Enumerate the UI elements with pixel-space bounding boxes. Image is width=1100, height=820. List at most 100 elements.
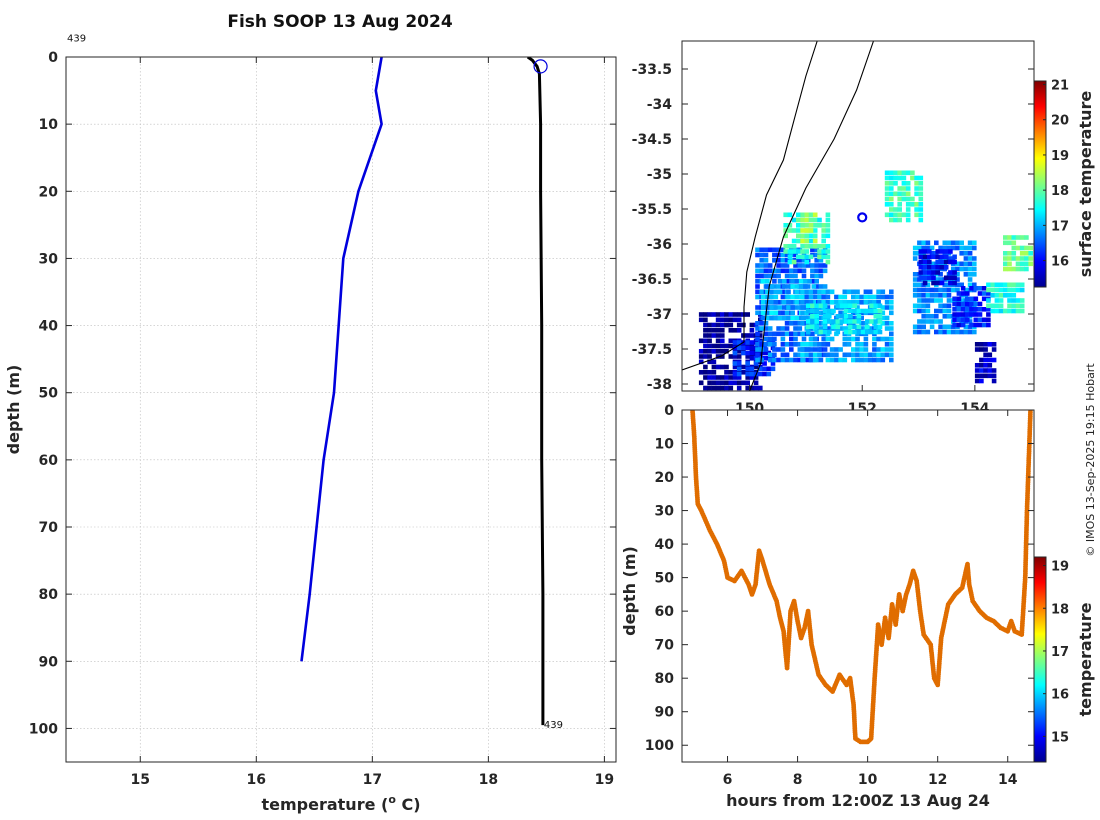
map-sst-cell bbox=[967, 277, 973, 282]
map-sst-cell bbox=[762, 361, 767, 366]
map-sst-cell bbox=[965, 312, 970, 317]
map-sst-cell bbox=[856, 319, 862, 324]
map-sst-cell bbox=[860, 308, 866, 314]
map-sst-cell bbox=[762, 350, 767, 356]
map-sst-cell bbox=[741, 380, 746, 386]
map-sst-cell bbox=[817, 321, 822, 326]
map-sst-cell bbox=[834, 352, 839, 358]
map-sst-cell bbox=[758, 366, 763, 372]
map-sst-cell bbox=[917, 293, 922, 298]
map-sst-cell bbox=[791, 244, 797, 249]
map-sst-cell bbox=[804, 342, 810, 347]
map-sst-cell bbox=[835, 329, 841, 335]
map-sst-cell bbox=[772, 336, 777, 342]
profile-xtick-label: 19 bbox=[595, 772, 614, 788]
map-sst-cell bbox=[917, 308, 922, 314]
map-colorbar-tick-label: 18 bbox=[1051, 184, 1069, 199]
map-sst-cell bbox=[938, 324, 943, 330]
map-sst-cell bbox=[707, 333, 712, 338]
map-sst-cell bbox=[921, 319, 926, 324]
map-sst-cell bbox=[990, 293, 995, 298]
map-sst-cell bbox=[804, 352, 810, 358]
map-sst-cell bbox=[804, 223, 810, 228]
map-sst-cell bbox=[763, 247, 769, 253]
map-sst-cell bbox=[817, 254, 822, 260]
map-sst-cell bbox=[784, 252, 790, 258]
map-colorbar-tick-label: 20 bbox=[1051, 114, 1069, 129]
map-colorbar-tick-label: 16 bbox=[1051, 255, 1069, 270]
map-sst-cell bbox=[801, 258, 807, 263]
map-sst-cell bbox=[800, 331, 805, 337]
map-sst-cell bbox=[793, 305, 798, 310]
map-sst-cell bbox=[838, 347, 843, 352]
map-sst-cell bbox=[791, 228, 797, 233]
ts-colorbar-tick-label: 15 bbox=[1051, 730, 1069, 745]
map-sst-cell bbox=[797, 321, 803, 326]
map-sst-cell bbox=[889, 186, 894, 191]
map-sst-cell bbox=[787, 223, 793, 228]
map-sst-cell bbox=[762, 356, 767, 361]
map-sst-cell bbox=[773, 305, 779, 310]
map-sst-cell bbox=[763, 326, 769, 331]
map-sst-cell bbox=[698, 349, 704, 354]
map-sst-cell bbox=[981, 286, 987, 291]
map-sst-cell bbox=[794, 315, 800, 321]
map-sst-cell bbox=[1015, 256, 1021, 261]
map-sst-cell bbox=[934, 287, 939, 293]
map-sst-cell bbox=[959, 329, 964, 335]
map-sst-cell bbox=[983, 347, 988, 352]
map-sst-cell bbox=[1011, 282, 1017, 288]
map-sst-cell bbox=[979, 363, 984, 368]
map-sst-cell bbox=[817, 342, 822, 347]
map-sst-cell bbox=[767, 247, 773, 253]
map-sst-cell bbox=[808, 357, 814, 363]
map-sst-cell bbox=[755, 331, 760, 337]
map-sst-cell bbox=[994, 303, 1000, 309]
map-sst-cell bbox=[805, 324, 811, 330]
map-sst-cell bbox=[728, 317, 734, 323]
profile-axes-bg bbox=[66, 57, 616, 762]
map-sst-cell bbox=[859, 357, 864, 363]
map-sst-cell bbox=[789, 331, 794, 337]
map-sst-cell bbox=[872, 294, 877, 300]
map-sst-cell bbox=[910, 202, 915, 207]
map-sst-cell bbox=[934, 319, 939, 324]
map-sst-cell bbox=[912, 272, 918, 277]
map-sst-cell bbox=[812, 212, 818, 218]
map-sst-cell bbox=[776, 347, 781, 352]
map-sst-cell bbox=[912, 245, 918, 251]
map-sst-cell bbox=[794, 279, 800, 284]
map-sst-cell bbox=[1007, 293, 1012, 298]
map-sst-cell bbox=[796, 212, 801, 218]
map-sst-cell bbox=[1019, 256, 1025, 261]
map-sst-cell bbox=[929, 261, 935, 267]
map-sst-cell bbox=[741, 333, 746, 338]
map-sst-cell bbox=[859, 326, 864, 331]
map-sst-cell bbox=[818, 268, 824, 274]
map-sst-cell bbox=[794, 284, 800, 289]
map-sst-cell bbox=[783, 212, 788, 218]
map-sst-cell bbox=[758, 371, 763, 377]
map-sst-cell bbox=[986, 298, 991, 303]
map-sst-cell bbox=[931, 254, 936, 260]
map-sst-cell bbox=[715, 328, 721, 333]
map-sst-cell bbox=[707, 328, 712, 333]
map-sst-cell bbox=[943, 259, 949, 265]
map-sst-cell bbox=[773, 289, 779, 295]
map-sst-cell bbox=[950, 287, 956, 293]
map-sst-cell bbox=[918, 196, 924, 202]
map-sst-cell bbox=[728, 385, 734, 391]
map-sst-cell bbox=[974, 378, 980, 384]
map-sst-cell bbox=[793, 268, 798, 274]
map-sst-cell bbox=[703, 338, 708, 344]
map-sst-cell bbox=[759, 273, 764, 279]
map-sst-cell bbox=[780, 289, 786, 295]
map-sst-cell bbox=[776, 268, 781, 274]
map-sst-cell bbox=[767, 263, 773, 268]
map-sst-cell bbox=[877, 308, 883, 314]
map-sst-cell bbox=[793, 321, 798, 326]
map-sst-cell bbox=[905, 202, 911, 207]
map-sst-cell bbox=[780, 268, 786, 274]
map-sst-cell bbox=[848, 329, 853, 335]
map-sst-cell bbox=[810, 273, 815, 279]
